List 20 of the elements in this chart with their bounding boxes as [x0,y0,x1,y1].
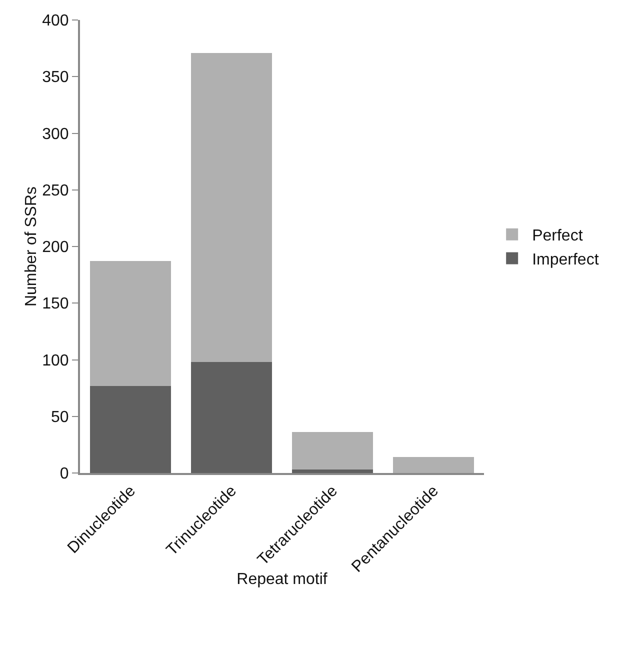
y-tick-label: 350 [42,69,69,86]
bar [90,386,171,473]
bar [292,432,373,470]
y-tick-label: 300 [42,126,69,143]
y-tick-label: 50 [51,408,69,426]
bar [292,470,373,473]
bar [191,362,272,473]
bar [191,52,272,362]
bar [90,261,171,386]
x-axis-title: Repeat motif [236,570,328,588]
y-tick-label: 0 [60,466,69,483]
legend-label: Imperfect [532,251,600,268]
y-tick-label: 100 [42,352,69,370]
y-tick-label: 200 [42,239,69,256]
y-tick-label: 400 [42,12,69,30]
y-tick-label: 250 [42,182,69,200]
legend-label: Perfect [532,228,584,245]
y-axis-title: Number of SSRs [23,186,40,307]
y-tick-label: 150 [42,296,69,313]
bar [393,457,474,473]
